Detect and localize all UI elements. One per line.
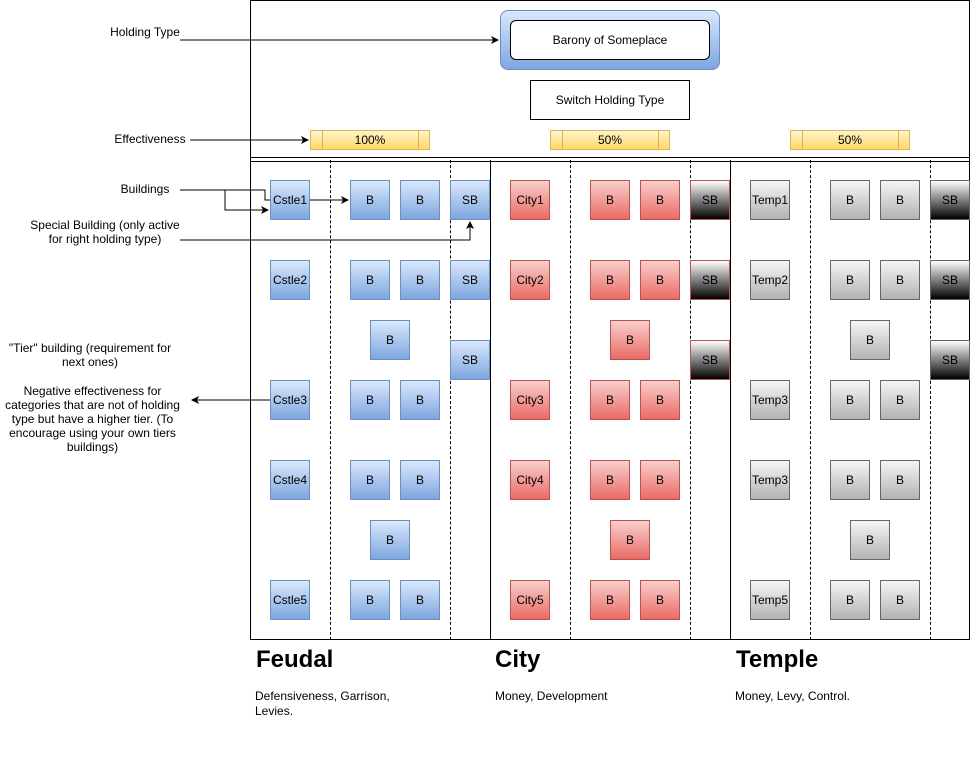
holding-type-panel: Barony of Someplace	[500, 10, 720, 70]
annotation-tier-building: "Tier" building (requirement for next on…	[8, 341, 172, 369]
annotation-buildings: Buildings	[120, 182, 170, 196]
special-building-city[interactable]: SB	[690, 340, 730, 380]
dashed-separator	[570, 160, 571, 640]
building-temple[interactable]: B	[850, 520, 890, 560]
building-temple[interactable]: B	[830, 260, 870, 300]
column-separator-temple	[730, 160, 731, 640]
special-building-feudal[interactable]: SB	[450, 180, 490, 220]
annotation-effectiveness: Effectiveness	[114, 132, 186, 146]
temple-description: Money, Levy, Control.	[735, 689, 850, 703]
building-temple[interactable]: B	[850, 320, 890, 360]
building-city[interactable]: B	[640, 460, 680, 500]
building-feudal[interactable]: B	[370, 320, 410, 360]
building-temple[interactable]: B	[880, 260, 920, 300]
building-city[interactable]: B	[590, 460, 630, 500]
building-feudal[interactable]: B	[350, 580, 390, 620]
temple-title: Temple	[736, 646, 819, 673]
building-city[interactable]: B	[590, 180, 630, 220]
tier-building-temple[interactable]: Temp3	[750, 380, 790, 420]
annotation-special-building: Special Building (only active for right …	[30, 218, 180, 246]
building-feudal[interactable]: B	[400, 380, 440, 420]
building-city[interactable]: B	[590, 380, 630, 420]
feudal-description: Defensiveness, Garrison, Levies.	[255, 689, 390, 718]
tier-building-city[interactable]: City1	[510, 180, 550, 220]
building-feudal[interactable]: B	[400, 180, 440, 220]
tier-building-temple[interactable]: Temp1	[750, 180, 790, 220]
building-feudal[interactable]: B	[400, 460, 440, 500]
building-temple[interactable]: B	[830, 380, 870, 420]
effectiveness-value: 50%	[837, 133, 863, 147]
special-building-temple[interactable]: SB	[930, 340, 970, 380]
tier-building-feudal[interactable]: Cstle1	[270, 180, 310, 220]
building-temple[interactable]: B	[880, 180, 920, 220]
building-feudal[interactable]: B	[370, 520, 410, 560]
arrow-special-building	[180, 221, 474, 241]
building-feudal[interactable]: B	[400, 260, 440, 300]
holding-name: Barony of Someplace	[510, 20, 710, 60]
building-city[interactable]: B	[640, 180, 680, 220]
building-temple[interactable]: B	[880, 460, 920, 500]
tier-building-feudal[interactable]: Cstle5	[270, 580, 310, 620]
building-city[interactable]: B	[640, 580, 680, 620]
tier-building-temple[interactable]: Temp5	[750, 580, 790, 620]
dashed-separator	[810, 160, 811, 640]
effectiveness-value: 50%	[597, 133, 623, 147]
special-building-feudal[interactable]: SB	[450, 340, 490, 380]
building-feudal[interactable]: B	[350, 380, 390, 420]
tier-building-feudal[interactable]: Cstle3	[270, 380, 310, 420]
special-building-feudal[interactable]: SB	[450, 260, 490, 300]
holding-panel	[250, 0, 970, 640]
building-city[interactable]: B	[590, 260, 630, 300]
building-feudal[interactable]: B	[350, 180, 390, 220]
tier-building-temple[interactable]: Temp3	[750, 460, 790, 500]
building-temple[interactable]: B	[880, 580, 920, 620]
building-temple[interactable]: B	[880, 380, 920, 420]
building-feudal[interactable]: B	[350, 460, 390, 500]
arrow-buildings-2	[180, 189, 269, 214]
effectiveness-value: 100%	[354, 133, 386, 147]
dashed-separator	[450, 160, 451, 640]
tier-building-temple[interactable]: Temp2	[750, 260, 790, 300]
dashed-separator	[930, 160, 931, 640]
special-building-city[interactable]: SB	[690, 260, 730, 300]
tier-building-feudal[interactable]: Cstle2	[270, 260, 310, 300]
switch-holding-type-button[interactable]: Switch Holding Type	[530, 80, 690, 120]
city-title: City	[495, 646, 541, 673]
special-building-city[interactable]: SB	[690, 180, 730, 220]
city-description: Money, Development	[495, 689, 608, 703]
building-feudal[interactable]: B	[400, 580, 440, 620]
building-feudal[interactable]: B	[350, 260, 390, 300]
tier-building-city[interactable]: City3	[510, 380, 550, 420]
effectiveness-bar-temple: 50%	[790, 130, 910, 150]
divider-bottom	[250, 161, 970, 162]
effectiveness-bar-feudal: 100%	[310, 130, 430, 150]
tier-building-city[interactable]: City4	[510, 460, 550, 500]
building-city[interactable]: B	[610, 520, 650, 560]
feudal-title: Feudal	[256, 646, 334, 673]
special-building-temple[interactable]: SB	[930, 260, 970, 300]
dashed-separator	[330, 160, 331, 640]
building-temple[interactable]: B	[830, 460, 870, 500]
special-building-temple[interactable]: SB	[930, 180, 970, 220]
effectiveness-bar-city: 50%	[550, 130, 670, 150]
tier-building-city[interactable]: City5	[510, 580, 550, 620]
tier-building-city[interactable]: City2	[510, 260, 550, 300]
building-temple[interactable]: B	[830, 580, 870, 620]
divider-top	[250, 157, 970, 158]
annotation-holding-type: Holding Type	[110, 25, 180, 39]
building-city[interactable]: B	[640, 260, 680, 300]
building-temple[interactable]: B	[830, 180, 870, 220]
building-city[interactable]: B	[610, 320, 650, 360]
dashed-separator	[690, 160, 691, 640]
column-separator-city	[490, 160, 491, 640]
building-city[interactable]: B	[590, 580, 630, 620]
building-city[interactable]: B	[640, 380, 680, 420]
annotation-negative-effectiveness: Negative effectiveness for categories th…	[5, 384, 180, 454]
tier-building-feudal[interactable]: Cstle4	[270, 460, 310, 500]
